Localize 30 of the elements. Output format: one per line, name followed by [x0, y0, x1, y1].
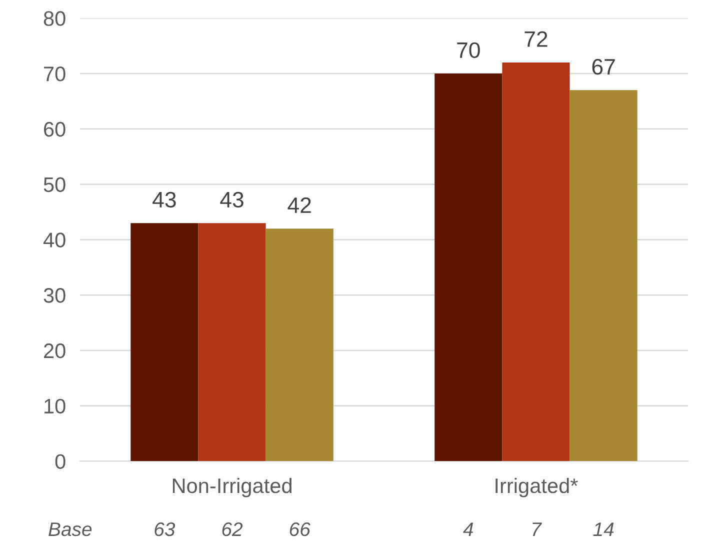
y-tick-label: 70: [44, 66, 66, 82]
text: 4: [463, 522, 474, 536]
x-tick-label: Non-Irrigated: [172, 478, 292, 498]
data-label: 43: [152, 192, 176, 208]
y-tick-label: 0: [55, 454, 66, 469]
y-tick-label: 30: [44, 288, 66, 303]
text: 63: [154, 522, 176, 536]
bar: [570, 90, 638, 462]
data-label: 43: [220, 192, 244, 208]
y-tick-label: 80: [44, 11, 66, 26]
bar: [502, 62, 570, 462]
x-tick-label: Irrigated*: [496, 478, 578, 498]
data-label: 72: [524, 31, 548, 47]
y-tick-label: 60: [44, 122, 66, 137]
bar: [198, 223, 266, 462]
data-label: 67: [592, 58, 615, 75]
bar: [130, 223, 198, 462]
y-tick-label: 10: [44, 398, 66, 414]
bar: [266, 228, 334, 462]
text: 66: [290, 522, 310, 536]
data-label: 70: [457, 42, 480, 58]
text: Base: [48, 522, 92, 536]
bar: [434, 74, 502, 462]
y-tick-label: 40: [43, 232, 66, 248]
y-tick-label: 50: [44, 177, 66, 192]
text: 14: [593, 522, 614, 536]
y-tick-label: 20: [44, 343, 66, 358]
text: 62: [222, 522, 243, 536]
data-label: 42: [288, 197, 311, 213]
text: 7: [532, 522, 542, 536]
